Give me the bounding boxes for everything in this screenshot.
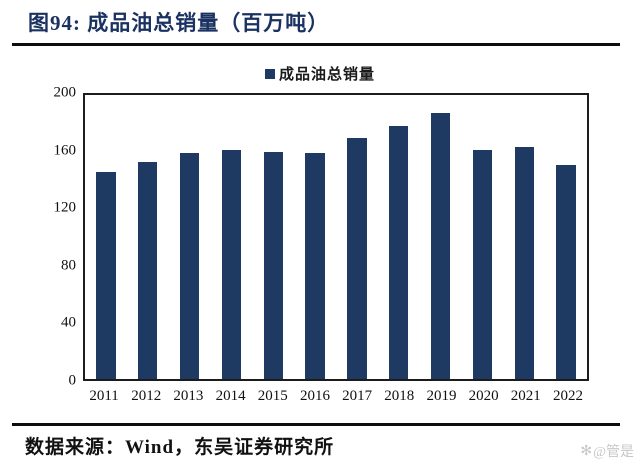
bar-slot-2022	[545, 95, 587, 379]
y-tick-label-0: 0	[68, 372, 77, 389]
x-tick-label-2015: 2015	[257, 388, 288, 404]
bar-slot-2013	[169, 95, 211, 379]
top-divider	[12, 43, 620, 46]
bar-2022	[556, 165, 576, 379]
x-tick-label-2011: 2011	[89, 388, 119, 404]
bar-2013	[179, 152, 200, 379]
bottom-divider	[12, 423, 620, 426]
x-tick-label-2017: 2017	[342, 388, 373, 404]
x-tick-label-2013: 2013	[173, 388, 204, 404]
source-text: 数据来源：Wind，东吴证券研究所	[25, 437, 335, 458]
bar-2016	[305, 152, 325, 379]
bar-slot-2017	[336, 95, 378, 379]
x-tick-label-2014: 2014	[215, 388, 246, 404]
x-tick-label-2020: 2020	[468, 388, 499, 404]
watermark-logo-icon: ✻	[580, 443, 593, 459]
watermark: ✻ @管是	[580, 441, 634, 461]
bar-slot-2020	[461, 95, 503, 379]
bar-slot-2018	[378, 95, 420, 379]
y-tick-label-160: 160	[53, 142, 77, 159]
y-tick-label-40: 40	[61, 314, 76, 331]
bar-slot-2015	[252, 95, 294, 379]
bar-slot-2014	[210, 95, 252, 379]
legend-swatch-icon	[264, 68, 275, 79]
x-tick-label-2018: 2018	[384, 388, 415, 404]
y-tick-label-80: 80	[61, 257, 76, 274]
bar-slot-2016	[294, 95, 336, 379]
bar-2020	[472, 150, 492, 379]
x-axis-labels: 2011 2012 2013 2014 2015 2016 2017 2018 2019 2020…	[83, 388, 589, 405]
bar-2011	[96, 172, 116, 379]
bar-2017	[347, 137, 367, 379]
plot-area	[83, 93, 589, 381]
figure-title: 图94: 成品油总销量（百万吨）	[28, 11, 330, 35]
x-tick-label-2022: 2022	[552, 388, 583, 404]
bar-series	[85, 95, 587, 379]
legend: 成品油总销量	[0, 63, 640, 84]
y-axis-labels: 200 160 120 80 40 0	[0, 85, 77, 389]
y-tick-label-120: 120	[53, 199, 77, 216]
bar-slot-2011	[85, 95, 127, 379]
bar-2019	[430, 112, 451, 379]
x-tick-label-2012: 2012	[131, 388, 162, 404]
bar-slot-2019	[420, 95, 462, 379]
legend-label: 成品油总销量	[278, 67, 375, 83]
watermark-label: @管是	[593, 445, 634, 460]
x-tick-label-2021: 2021	[510, 388, 541, 404]
y-tick-label-200: 200	[53, 84, 77, 101]
bar-2018	[389, 125, 409, 379]
bar-slot-2021	[503, 95, 545, 379]
bar-2014	[221, 150, 242, 379]
x-tick-label-2016: 2016	[299, 388, 330, 404]
bar-2021	[514, 146, 534, 379]
x-tick-label-2019: 2019	[426, 388, 457, 404]
bar-2012	[138, 161, 158, 379]
bar-slot-2012	[127, 95, 169, 379]
bar-2015	[263, 151, 283, 379]
